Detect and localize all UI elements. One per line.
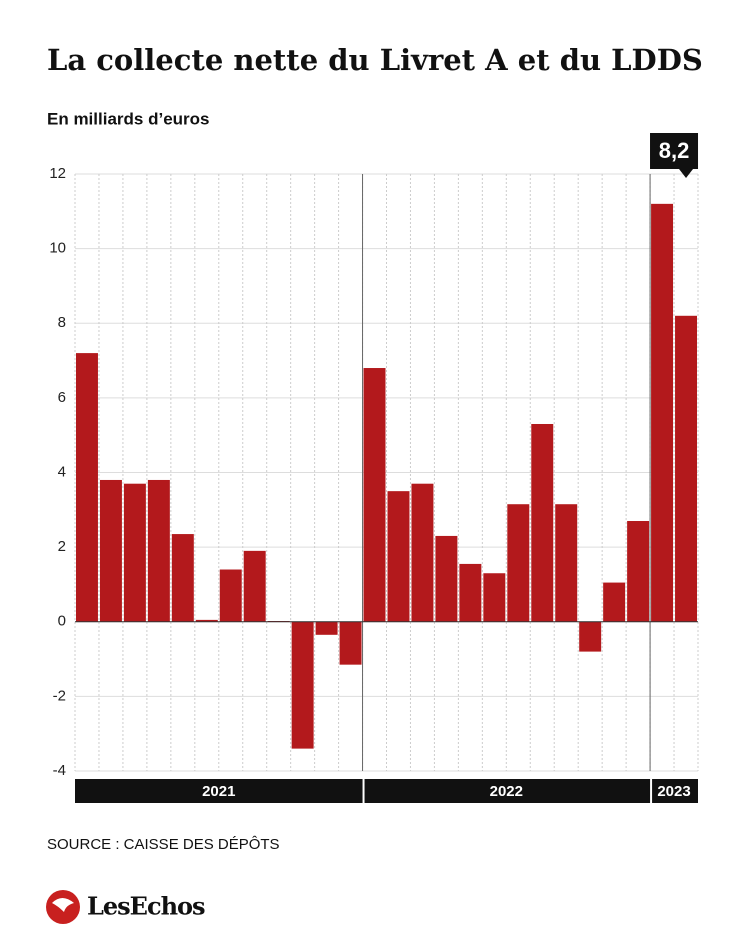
subtitle: En milliards d’euros <box>47 109 210 128</box>
year-band <box>652 779 698 803</box>
logo-bird <box>52 898 74 912</box>
brand: LesEchos <box>87 892 205 921</box>
year-label: 2021 <box>202 783 235 800</box>
y-tick-label: -2 <box>53 687 66 704</box>
bar <box>195 619 218 622</box>
annotation-pointer <box>679 169 694 178</box>
bar <box>123 483 146 622</box>
bar <box>171 534 194 622</box>
value-label: 8,2 <box>659 138 690 163</box>
y-tick-label: 6 <box>58 389 66 406</box>
bar <box>603 582 626 622</box>
bar <box>531 423 554 622</box>
y-tick-label: -4 <box>53 762 66 779</box>
bar <box>555 504 578 622</box>
bar <box>627 521 650 622</box>
bar <box>435 535 458 622</box>
source: SOURCE : CAISSE DES DÉPÔTS <box>47 836 280 853</box>
y-tick-label: 4 <box>58 463 66 480</box>
bar <box>291 621 314 749</box>
year-band <box>75 779 363 803</box>
bar <box>99 479 122 622</box>
bar <box>315 621 338 635</box>
bar <box>219 569 242 622</box>
y-tick-label: 8 <box>58 314 66 331</box>
year-label: 2022 <box>490 783 523 800</box>
bar <box>579 621 602 652</box>
y-tick-label: 2 <box>58 538 66 555</box>
bar <box>411 483 434 622</box>
bar <box>507 504 530 622</box>
y-tick-label: 0 <box>58 613 66 630</box>
annotation-box <box>650 133 699 169</box>
bar <box>387 491 410 622</box>
bar <box>651 203 674 622</box>
bar <box>483 573 506 622</box>
bar <box>147 479 170 622</box>
bar <box>243 550 266 622</box>
year-label: 2023 <box>657 783 690 800</box>
bar <box>363 368 386 622</box>
y-tick-label: 12 <box>49 165 66 182</box>
year-band <box>364 779 651 803</box>
bar <box>675 315 697 622</box>
chart-title: La collecte nette du Livret A et du LDDS <box>47 43 703 77</box>
bar <box>76 353 98 622</box>
bar <box>339 621 362 665</box>
bar <box>459 563 482 622</box>
y-tick-label: 10 <box>49 240 66 257</box>
